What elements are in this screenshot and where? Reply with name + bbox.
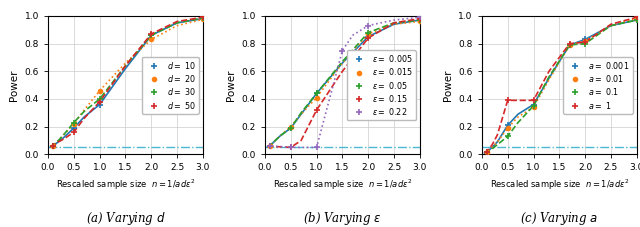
$a=$ 1 [504,99,511,102]
Line: $\varepsilon=$ 0.005: $\varepsilon=$ 0.005 [268,17,422,148]
$a=$ 1 [566,42,573,45]
$d=$ 20 [49,144,57,147]
$d=$ 50 [49,144,57,147]
Legend: $\varepsilon=$ 0.005, $\varepsilon=$ 0.015, $\varepsilon=$ 0.05, $\varepsilon=$ : $\varepsilon=$ 0.005, $\varepsilon=$ 0.0… [347,50,416,120]
Line: $a=$ 1: $a=$ 1 [484,15,639,154]
$\varepsilon=$ 0.015 [266,144,274,147]
Line: $a=$ 0.001: $a=$ 0.001 [484,17,639,154]
$\varepsilon=$ 0.005 [313,92,321,95]
Line: $a=$ 0.1: $a=$ 0.1 [484,17,639,154]
$\varepsilon=$ 0.22 [339,49,346,52]
$d=$ 50 [96,100,104,103]
$a=$ 0.001 [566,44,573,46]
$a=$ 0.01 [581,39,589,42]
$a=$ 0.1 [581,42,589,45]
$d=$ 20 [199,18,207,21]
$a=$ 1 [530,99,538,102]
Text: (a) Varying $d$: (a) Varying $d$ [86,210,165,227]
$\varepsilon=$ 0.15 [313,109,321,111]
$d=$ 20 [96,89,104,92]
Line: $\varepsilon=$ 0.22: $\varepsilon=$ 0.22 [268,15,422,150]
$d=$ 50 [70,131,77,133]
$a=$ 0.01 [566,44,573,46]
$\varepsilon=$ 0.05 [313,92,321,95]
Legend: $d=$ 10, $d=$ 20, $d=$ 30, $d=$ 50: $d=$ 10, $d=$ 20, $d=$ 30, $d=$ 50 [141,57,199,114]
$d=$ 10 [96,103,104,106]
$a=$ 0.001 [483,150,491,153]
$d=$ 20 [147,38,155,41]
Y-axis label: Power: Power [443,69,453,101]
$\varepsilon=$ 0.005 [364,35,372,38]
$a=$ 1 [581,41,589,44]
$\varepsilon=$ 0.005 [266,144,274,147]
$d=$ 30 [49,144,57,147]
$d=$ 20 [70,123,77,125]
Text: (b) Varying $\varepsilon$: (b) Varying $\varepsilon$ [303,210,381,227]
$a=$ 0.01 [633,17,640,20]
Line: $a=$ 0.01: $a=$ 0.01 [485,17,639,154]
$a=$ 0.1 [530,104,538,107]
$a=$ 0.1 [483,150,491,153]
$d=$ 30 [96,98,104,100]
$d=$ 10 [70,127,77,129]
$a=$ 0.01 [483,150,491,153]
X-axis label: Rescaled sample size  $n = 1/ad\varepsilon^2$: Rescaled sample size $n = 1/ad\varepsilo… [490,178,629,192]
$\varepsilon=$ 0.015 [416,20,424,23]
Line: $d=$ 50: $d=$ 50 [51,15,205,148]
Text: (c) Varying $a$: (c) Varying $a$ [520,210,598,227]
Line: $d=$ 10: $d=$ 10 [51,16,205,148]
$\varepsilon=$ 0.22 [416,16,424,19]
$a=$ 0.1 [633,19,640,21]
$\varepsilon=$ 0.22 [364,24,372,27]
Y-axis label: Power: Power [9,69,19,101]
Line: $\varepsilon=$ 0.05: $\varepsilon=$ 0.05 [268,17,422,148]
Line: $d=$ 30: $d=$ 30 [51,15,205,148]
$\varepsilon=$ 0.005 [287,127,294,129]
$\varepsilon=$ 0.15 [416,17,424,20]
$\varepsilon=$ 0.05 [416,19,424,21]
$a=$ 0.001 [581,38,589,41]
$\varepsilon=$ 0.22 [313,146,321,149]
$\varepsilon=$ 0.015 [287,125,294,128]
$d=$ 10 [147,34,155,37]
$\varepsilon=$ 0.015 [364,32,372,35]
$\varepsilon=$ 0.005 [416,19,424,21]
X-axis label: Rescaled sample size  $n = 1/ad\varepsilon^2$: Rescaled sample size $n = 1/ad\varepsilo… [56,178,195,192]
$\varepsilon=$ 0.22 [266,144,274,147]
$a=$ 0.1 [504,135,511,138]
Y-axis label: Power: Power [226,69,236,101]
$a=$ 0.01 [504,127,511,129]
$d=$ 50 [199,16,207,19]
$a=$ 0.001 [504,124,511,127]
X-axis label: Rescaled sample size  $n = 1/ad\varepsilon^2$: Rescaled sample size $n = 1/ad\varepsilo… [273,178,412,192]
$d=$ 50 [147,32,155,35]
$d=$ 30 [199,17,207,19]
$a=$ 0.1 [566,44,573,46]
$d=$ 30 [70,121,77,124]
$a=$ 0.001 [633,19,640,21]
$\varepsilon=$ 0.15 [266,144,274,147]
$\varepsilon=$ 0.05 [364,31,372,34]
$d=$ 30 [147,34,155,37]
$\varepsilon=$ 0.15 [364,37,372,39]
$\varepsilon=$ 0.05 [266,144,274,147]
Line: $d=$ 20: $d=$ 20 [51,17,205,148]
$a=$ 0.01 [530,106,538,109]
$\varepsilon=$ 0.15 [287,146,294,149]
Legend: $a=$ 0.001, $a=$ 0.01, $a=$ 0.1, $a=$ 1: $a=$ 0.001, $a=$ 0.01, $a=$ 0.1, $a=$ 1 [563,57,633,114]
$\varepsilon=$ 0.015 [313,96,321,99]
$d=$ 10 [49,144,57,147]
$\varepsilon=$ 0.05 [287,127,294,129]
Line: $\varepsilon=$ 0.015: $\varepsilon=$ 0.015 [268,19,422,148]
$a=$ 1 [633,16,640,19]
$a=$ 1 [483,150,491,153]
Line: $\varepsilon=$ 0.15: $\varepsilon=$ 0.15 [268,16,422,150]
$\varepsilon=$ 0.22 [287,146,294,149]
$d=$ 10 [199,17,207,20]
$a=$ 0.001 [530,103,538,106]
